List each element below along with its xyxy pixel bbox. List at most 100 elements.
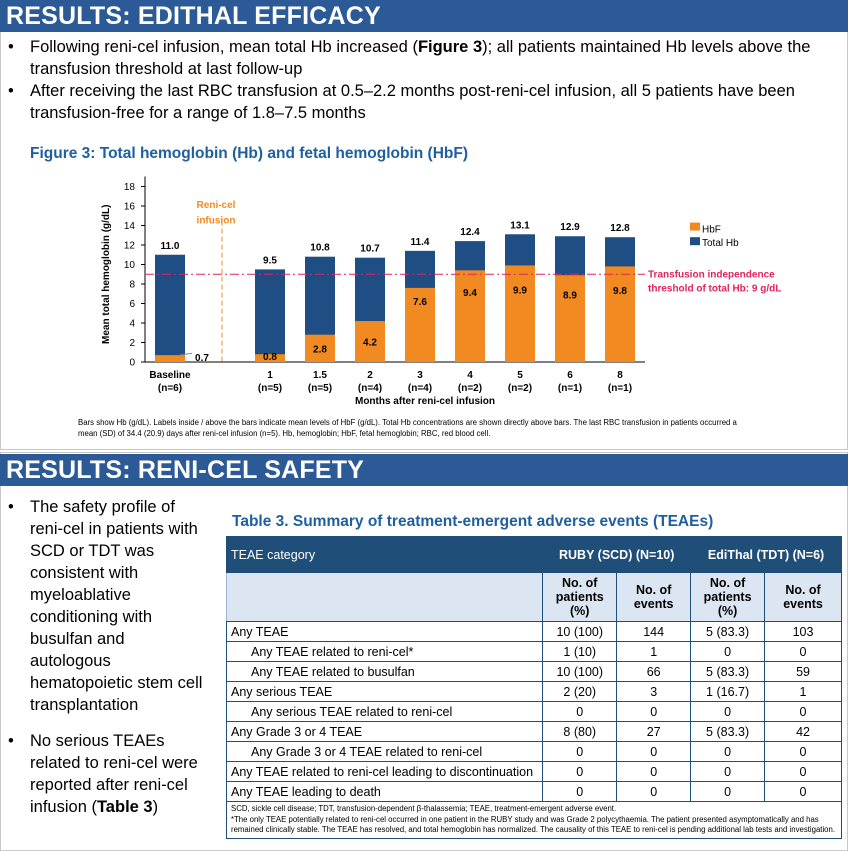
x-tick-label: 4 — [467, 370, 473, 381]
threshold-label: threshold of total Hb: 9 g/dL — [648, 283, 781, 294]
cell: 0 — [690, 741, 766, 762]
cell: 10 (100) — [542, 621, 618, 642]
cell: 0 — [542, 741, 618, 762]
total-hb-label: 11.0 — [161, 241, 180, 252]
figure-title: Figure 3: Total hemoglobin (Hb) and feta… — [30, 145, 468, 162]
edithal-header: EdiThal (TDT) (N=6) — [690, 536, 842, 573]
cell: 0 — [764, 641, 842, 662]
n-label: (n=1) — [558, 383, 582, 394]
table-row: Any Grade 3 or 4 TEAE related to reni-ce… — [225, 741, 842, 762]
row-label: Any Grade 3 or 4 TEAE related to reni-ce… — [225, 741, 544, 762]
infusion-label: infusion — [197, 216, 236, 227]
bar-hbf — [305, 334, 335, 362]
y-tick-label: 0 — [129, 358, 135, 369]
total-hb-label: 12.4 — [460, 227, 480, 238]
table-row: Any TEAE related to reni-cel* 1 (10) 1 0 0 — [225, 641, 842, 662]
cell: 1 (16.7) — [690, 681, 766, 702]
n-label: (n=1) — [608, 383, 632, 394]
safety-header: RESULTS: RENI-CEL SAFETY — [0, 454, 848, 486]
sub-header: No. of events — [764, 572, 842, 622]
legend-swatch-hbf — [690, 222, 700, 231]
y-tick-label: 12 — [124, 241, 136, 252]
figure-caption: Bars show Hb (g/dL). Labels inside / abo… — [78, 418, 737, 438]
row-label: Any serious TEAE — [225, 681, 544, 702]
cell: 5 (83.3) — [690, 661, 766, 682]
bar-total-hb — [155, 254, 185, 362]
efficacy-bullet: • After receiving the last RBC transfusio… — [8, 82, 795, 122]
cell: 1 (10) — [542, 641, 618, 662]
table-row: Any TEAE leading to death 0 0 0 0 — [225, 781, 842, 802]
n-label: (n=4) — [358, 383, 382, 394]
y-tick-label: 4 — [129, 319, 135, 330]
efficacy-header: RESULTS: EDITHAL EFFICACY — [0, 0, 848, 32]
table-row: Any TEAE related to busulfan 10 (100) 66 5 … — [225, 661, 842, 682]
teae-table: TEAE category RUBY (SCD) (N=10) EdiThal … — [225, 536, 842, 839]
bar-total-hb — [255, 269, 285, 362]
bar-hbf — [355, 321, 385, 362]
y-tick-label: 10 — [124, 260, 136, 271]
row-label: Any TEAE — [225, 621, 544, 642]
table-row: Any serious TEAE 2 (20) 3 1 (16.7) 1 — [225, 681, 842, 702]
legend-swatch-total-hb — [690, 237, 700, 246]
bar-hbf — [455, 270, 485, 362]
cell: 0 — [690, 641, 766, 662]
cell: 0 — [542, 701, 618, 722]
cell: 0 — [764, 741, 842, 762]
x-tick-label: 3 — [417, 370, 423, 381]
x-tick-label: 1.5 — [313, 370, 327, 381]
cell: 42 — [764, 721, 842, 742]
bar-hbf — [555, 275, 585, 362]
x-axis-label: Months after reni-cel infusion — [355, 396, 495, 407]
table-footnote: SCD, sickle cell disease; TDT, transfusi… — [226, 801, 842, 839]
hbf-label: 7.6 — [413, 297, 427, 308]
row-label: Any TEAE related to reni-cel* — [225, 641, 544, 662]
y-tick-label: 14 — [124, 221, 136, 232]
cell: 0 — [542, 781, 618, 802]
n-label: (n=6) — [158, 383, 182, 394]
cell: 0 — [616, 761, 692, 782]
table-row: Any TEAE 10 (100) 144 5 (83.3) 103 — [225, 621, 842, 642]
cell: 66 — [616, 661, 692, 682]
total-hb-label: 11.4 — [411, 237, 430, 248]
legend-label-total-hb: Total Hb — [702, 238, 739, 249]
bar-hbf — [155, 355, 185, 362]
cell: 2 (20) — [542, 681, 618, 702]
y-tick-label: 2 — [129, 338, 135, 349]
safety-bullet: • The safety profile of reni-cel in patie… — [8, 498, 203, 714]
cell: 3 — [616, 681, 692, 702]
cell: 8 (80) — [542, 721, 618, 742]
bar-hbf — [405, 287, 435, 362]
hbf-label: 0.7 — [195, 353, 209, 364]
bar-hbf — [255, 354, 285, 362]
table-row: Any Grade 3 or 4 TEAE 8 (80) 27 5 (83.3) 42 — [225, 721, 842, 742]
row-label: Any TEAE leading to death — [225, 781, 544, 802]
x-tick-label: 5 — [517, 370, 523, 381]
hbf-label: 9.4 — [463, 288, 477, 299]
total-hb-label: 13.1 — [510, 220, 530, 231]
cell: 1 — [616, 641, 692, 662]
cell: 5 (83.3) — [690, 721, 766, 742]
sub-header: No. of events — [616, 572, 692, 622]
y-tick-label: 8 — [129, 280, 135, 291]
hbf-label: 8.9 — [563, 291, 577, 302]
n-label: (n=2) — [458, 383, 482, 394]
row-label: Any serious TEAE related to reni-cel — [225, 701, 544, 722]
cell: 0 — [764, 761, 842, 782]
n-label: (n=2) — [508, 383, 532, 394]
n-label: (n=5) — [308, 383, 332, 394]
safety-bullet: • No serious TEAEs related to reni-cel we… — [8, 732, 198, 816]
x-tick-label: 6 — [567, 370, 573, 381]
x-tick-label: 1 — [267, 370, 273, 381]
hbf-label: 4.2 — [363, 338, 377, 349]
table-row: Any serious TEAE related to reni-cel 0 0 0 0 — [225, 701, 842, 722]
leader-line — [179, 352, 193, 356]
table-row: Any TEAE related to reni-cel leading to … — [225, 761, 842, 782]
sub-header: No. of patients (%) — [690, 572, 766, 622]
row-label: Any TEAE related to reni-cel leading to … — [225, 761, 544, 782]
y-tick-label: 16 — [124, 202, 136, 213]
n-label: (n=4) — [408, 383, 432, 394]
bar-hbf — [605, 266, 635, 362]
row-label: Any TEAE related to busulfan — [225, 661, 544, 682]
cat-header: TEAE category — [225, 536, 544, 573]
y-axis-label: Mean total hemoglobin (g/dL) — [101, 205, 112, 344]
